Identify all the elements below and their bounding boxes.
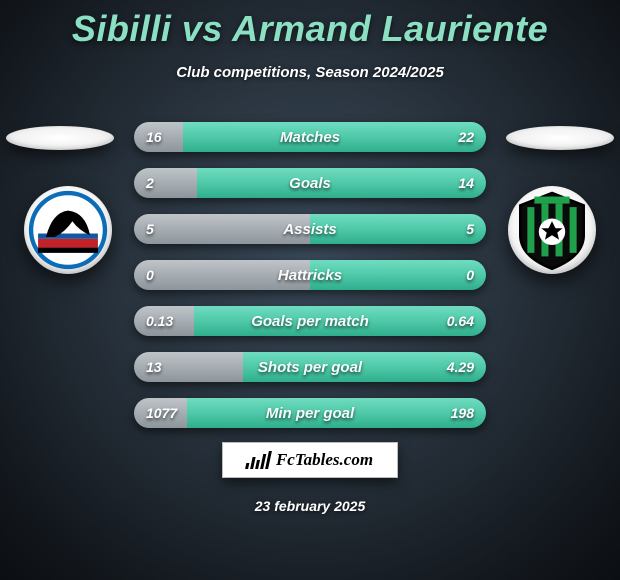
club-badge-right — [508, 186, 596, 274]
stat-value-left: 16 — [146, 122, 162, 152]
stat-value-right: 0.64 — [447, 306, 474, 336]
player-head-left — [6, 126, 114, 150]
player-head-right — [506, 126, 614, 150]
stat-value-left: 1077 — [146, 398, 177, 428]
stat-row: Min per goal1077 198 — [134, 398, 486, 428]
stat-label: Goals — [134, 168, 486, 198]
stat-label: Assists — [134, 214, 486, 244]
stat-value-right: 14 — [458, 168, 474, 198]
stat-value-right: 22 — [458, 122, 474, 152]
stat-value-right: 0 — [466, 260, 474, 290]
stat-row: Assists5 5 — [134, 214, 486, 244]
comparison-title: Sibilli vs Armand Lauriente — [0, 0, 620, 50]
stat-rows-container: Matches16 22 Goals2 14 Assists5 5 Hattricks0 0 G… — [134, 122, 486, 444]
fctables-brand-text: FcTables.com — [276, 450, 373, 470]
stat-label: Min per goal — [134, 398, 486, 428]
fctables-logo: FcTables.com — [222, 442, 398, 478]
stat-label: Hattricks — [134, 260, 486, 290]
stat-label: Matches — [134, 122, 486, 152]
stat-row: Shots per goal13 4.29 — [134, 352, 486, 382]
stat-row: Hattricks0 0 — [134, 260, 486, 290]
stat-value-right: 5 — [466, 214, 474, 244]
sampdoria-crest-icon — [24, 186, 112, 274]
stat-value-right: 198 — [451, 398, 474, 428]
club-badge-left — [24, 186, 112, 274]
stat-value-left: 0.13 — [146, 306, 173, 336]
stat-label: Shots per goal — [134, 352, 486, 382]
sassuolo-crest-icon — [508, 186, 596, 274]
fctables-bars-icon — [245, 451, 272, 469]
comparison-subtitle: Club competitions, Season 2024/2025 — [0, 64, 620, 81]
stat-row: Matches16 22 — [134, 122, 486, 152]
logo-bar — [245, 463, 249, 469]
stat-value-right: 4.29 — [447, 352, 474, 382]
comparison-date: 23 february 2025 — [0, 498, 620, 514]
stat-row: Goals2 14 — [134, 168, 486, 198]
stat-value-left: 2 — [146, 168, 154, 198]
stat-value-left: 0 — [146, 260, 154, 290]
stat-row: Goals per match0.13 0.64 — [134, 306, 486, 336]
stat-value-left: 5 — [146, 214, 154, 244]
stat-label: Goals per match — [134, 306, 486, 336]
stat-value-left: 13 — [146, 352, 162, 382]
